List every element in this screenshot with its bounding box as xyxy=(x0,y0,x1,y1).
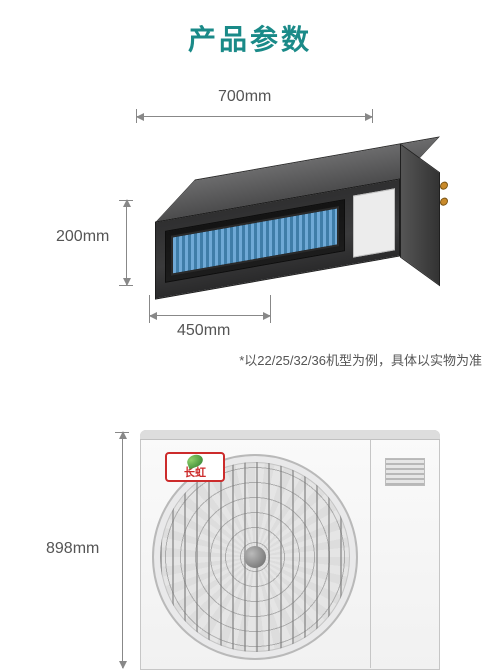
height-tick-top xyxy=(119,200,133,201)
indoor-unit-section: 700mm 200mm 450mm xyxy=(0,70,500,350)
ou-panel-seam xyxy=(370,440,371,668)
width-tick-left xyxy=(136,109,137,123)
refrigerant-valve-icon xyxy=(440,181,448,190)
depth-tick-right xyxy=(270,295,271,323)
disclaimer-note: *以22/25/32/36机型为例，具体以实物为准 xyxy=(239,350,482,369)
width-tick-right xyxy=(372,109,373,123)
duct-access-panel xyxy=(353,188,395,257)
ou-top-cap xyxy=(140,430,440,440)
height-tick-bot xyxy=(119,285,133,286)
width-dim-label: 700mm xyxy=(218,88,271,106)
ou-height-tick-top xyxy=(115,432,129,433)
brand-logo: 长虹 xyxy=(165,452,225,482)
ou-height-dim-label: 898mm xyxy=(46,540,99,558)
depth-dim-arrow xyxy=(150,315,270,316)
ou-fan-hub xyxy=(244,546,266,568)
depth-dim-label: 450mm xyxy=(177,322,230,340)
ou-vent-louver xyxy=(385,458,425,486)
outdoor-unit: 长虹 xyxy=(140,430,440,670)
duct-side-face xyxy=(400,143,440,286)
indoor-duct-unit xyxy=(155,143,400,306)
width-dim-arrow xyxy=(137,116,372,117)
outdoor-unit-section: 898mm 长虹 xyxy=(0,390,500,668)
height-dim-arrow xyxy=(126,200,127,285)
page-title: 产品参数 xyxy=(0,0,500,70)
height-dim-label: 200mm xyxy=(56,228,109,246)
depth-tick-left xyxy=(149,295,150,323)
brand-logo-text: 长虹 xyxy=(184,468,206,479)
ou-height-dim-arrow xyxy=(122,432,123,668)
refrigerant-valve-icon xyxy=(440,197,448,206)
